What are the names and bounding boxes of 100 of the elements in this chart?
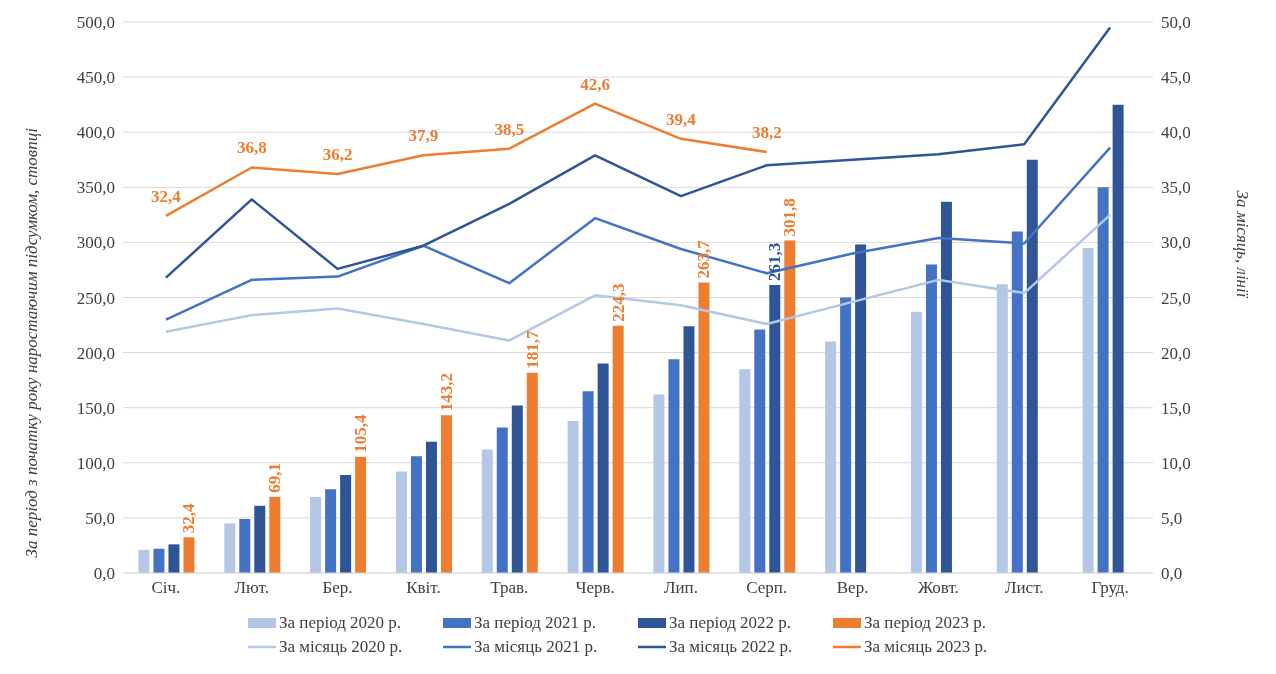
y-tick-label: 350,0: [76, 178, 115, 198]
bar: [925, 264, 937, 573]
bar: [940, 201, 952, 573]
y2-tick-label: 50,0: [1161, 13, 1191, 33]
bar: [481, 449, 493, 573]
bar: [1026, 159, 1038, 573]
data-label: 143,2: [436, 372, 456, 412]
bar: [269, 496, 281, 573]
y2-tick-label: 5,0: [1161, 508, 1183, 528]
data-label: 32,4: [151, 186, 182, 206]
y2-tick-label: 30,0: [1161, 233, 1191, 253]
y-tick-label: 200,0: [76, 343, 115, 363]
bar: [683, 326, 695, 573]
legend-label: За місяць 2022 р.: [669, 637, 793, 657]
bar: [254, 505, 266, 573]
bar: [582, 391, 594, 573]
legend-label: За місяць 2020 р.: [279, 637, 403, 657]
y2-tick-label: 45,0: [1161, 68, 1191, 88]
bar: [440, 415, 452, 573]
y2-tick-label: 0,0: [1161, 564, 1183, 584]
y-tick-label: 400,0: [76, 123, 115, 143]
bar: [1082, 247, 1094, 573]
y-tick-label: 0,0: [93, 564, 115, 584]
data-label: 36,2: [322, 145, 353, 165]
bar: [653, 394, 665, 573]
legend-label: За період 2021 р.: [474, 613, 597, 633]
bar: [153, 548, 165, 573]
bar: [910, 311, 922, 573]
bar: [784, 240, 796, 573]
bar: [612, 325, 624, 573]
data-label: 39,4: [666, 109, 697, 129]
x-tick-label: Лист.: [1004, 578, 1044, 598]
bar: [310, 496, 322, 573]
x-tick-label: Груд.: [1091, 578, 1129, 598]
y-tick-label: 500,0: [76, 13, 115, 33]
bar: [138, 549, 150, 573]
legend-label: За період 2020 р.: [279, 613, 402, 633]
x-tick-label: Трав.: [490, 578, 529, 598]
y2-axis-title: За місяць, лінії: [1232, 190, 1252, 299]
bar: [395, 471, 407, 573]
legend-label: За період 2023 р.: [864, 613, 987, 633]
x-tick-label: Лип.: [663, 578, 698, 598]
bar: [511, 405, 523, 573]
x-tick-label: Вер.: [836, 578, 869, 598]
y-tick-label: 100,0: [76, 453, 115, 473]
bar: [1112, 104, 1124, 573]
bar: [769, 285, 781, 573]
legend-label: За період 2022 р.: [669, 613, 792, 633]
bar: [597, 363, 609, 573]
bar: [325, 489, 337, 573]
y-tick-label: 250,0: [76, 288, 115, 308]
y2-tick-label: 35,0: [1161, 178, 1191, 198]
x-tick-label: Черв.: [575, 578, 615, 598]
bar: [698, 282, 710, 573]
legend-label: За місяць 2023 р.: [864, 637, 988, 657]
data-label: 38,5: [494, 119, 525, 139]
bar: [1097, 187, 1109, 573]
y-tick-label: 150,0: [76, 398, 115, 418]
x-tick-label: Серп.: [746, 578, 788, 598]
bar: [825, 341, 837, 573]
y2-tick-label: 40,0: [1161, 123, 1191, 143]
x-tick-label: Бер.: [322, 578, 353, 598]
data-label: 32,4: [179, 503, 199, 534]
data-label: 69,1: [265, 463, 285, 493]
x-tick-label: Квіт.: [406, 578, 441, 598]
bar: [855, 244, 867, 573]
bar: [840, 297, 852, 573]
bar: [224, 523, 236, 573]
bar: [668, 359, 680, 573]
y-axis-title: За період з початку року наростаючим підсумком, стовпці: [22, 127, 42, 558]
bar: [183, 537, 195, 573]
y2-tick-label: 15,0: [1161, 398, 1191, 418]
data-label: 38,2: [751, 123, 782, 143]
data-label: 261,3: [765, 242, 785, 282]
bar: [355, 456, 367, 573]
data-label: 105,4: [351, 414, 371, 453]
bar: [168, 544, 180, 573]
y2-tick-label: 10,0: [1161, 453, 1191, 473]
data-label: 224,3: [608, 283, 628, 322]
x-tick-label: Жовт.: [917, 578, 959, 598]
data-label: 263,7: [694, 239, 714, 279]
legend-label: За місяць 2021 р.: [474, 637, 598, 657]
bar: [567, 420, 579, 573]
bar: [496, 427, 508, 573]
data-label: 301,8: [780, 198, 800, 237]
data-label: 42,6: [580, 74, 610, 94]
data-label: 36,8: [236, 138, 267, 158]
x-tick-label: Січ.: [151, 578, 181, 598]
bar: [239, 519, 251, 573]
bar: [526, 372, 538, 573]
data-label: 37,9: [408, 126, 439, 146]
y2-tick-label: 25,0: [1161, 288, 1191, 308]
y-tick-label: 300,0: [76, 233, 115, 253]
y-tick-label: 50,0: [85, 508, 115, 528]
bar: [754, 329, 766, 573]
bar: [410, 456, 422, 573]
bar: [340, 474, 352, 573]
y-tick-label: 450,0: [76, 68, 115, 88]
y2-tick-label: 20,0: [1161, 343, 1191, 363]
data-label: 181,7: [522, 330, 542, 369]
